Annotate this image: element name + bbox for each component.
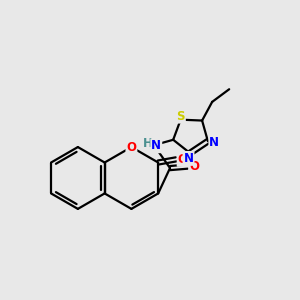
Text: O: O — [126, 141, 136, 154]
Text: N: N — [184, 152, 194, 165]
Text: H: H — [142, 137, 152, 150]
Text: O: O — [189, 160, 199, 173]
Text: N: N — [151, 139, 161, 152]
Text: S: S — [176, 110, 185, 123]
Text: O: O — [178, 153, 188, 166]
Text: N: N — [209, 136, 219, 149]
